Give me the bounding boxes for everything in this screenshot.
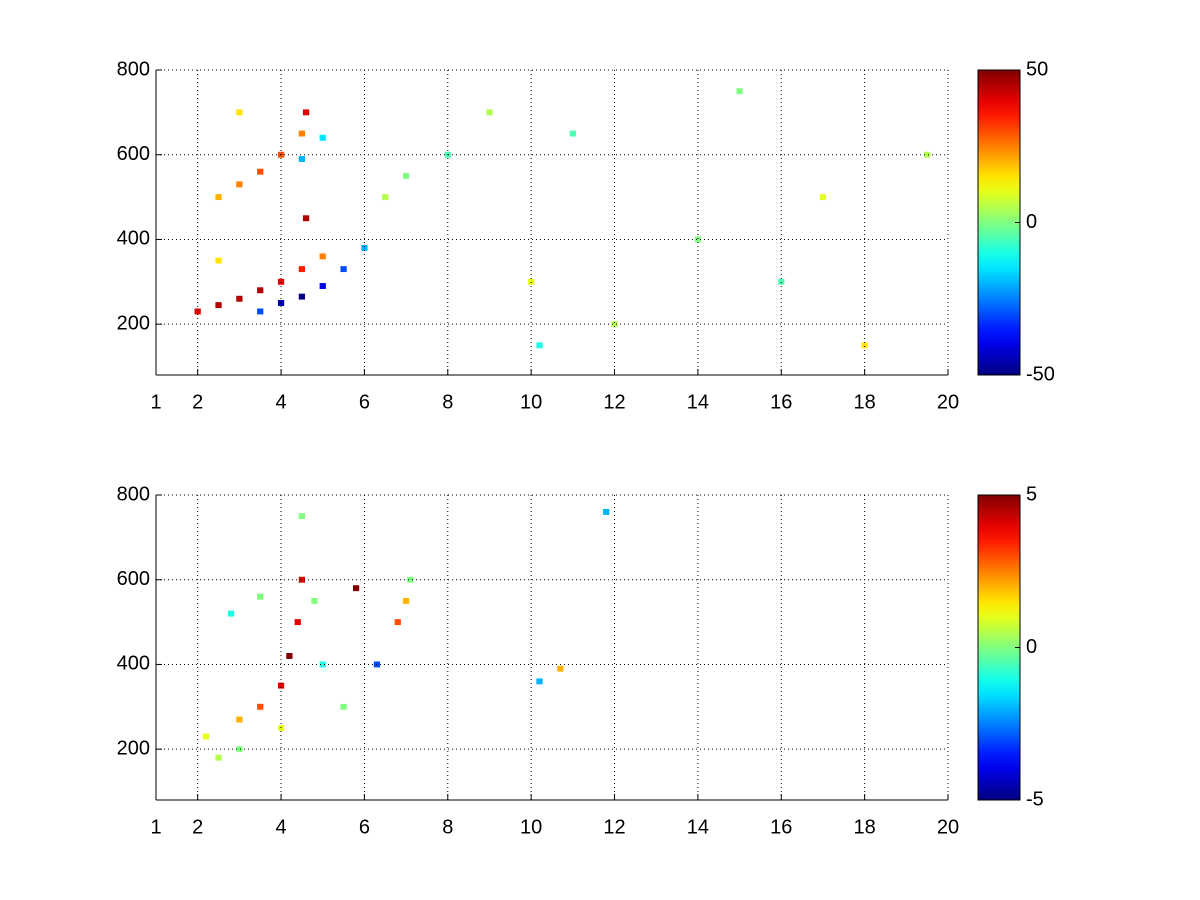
x-tick-label: 4 xyxy=(275,391,286,413)
heat-cell xyxy=(302,215,310,222)
x-tick-label: 20 xyxy=(937,391,959,413)
heat-cell xyxy=(319,283,326,290)
heat-cell xyxy=(319,134,326,141)
x-tick-label: 10 xyxy=(520,391,542,413)
heat-cell xyxy=(236,746,243,753)
heat-cell xyxy=(819,194,827,201)
x-tick-label: 8 xyxy=(442,391,453,413)
heat-cell xyxy=(257,287,264,294)
y-tick-label: 200 xyxy=(117,312,150,334)
y-tick-label: 200 xyxy=(117,737,150,759)
colorbar-tick-label: 5 xyxy=(1026,483,1037,505)
x-tick-label: 10 xyxy=(520,816,542,838)
colorbar xyxy=(977,494,1021,801)
heat-cell xyxy=(924,151,931,158)
heat-cell xyxy=(257,593,264,600)
y-tick-label: 400 xyxy=(117,653,150,675)
x-tick-label: 6 xyxy=(359,391,370,413)
heat-cell xyxy=(236,109,243,116)
x-tick-label: 16 xyxy=(770,816,792,838)
colorbar-tick-label: -50 xyxy=(1026,363,1055,385)
heat-cell xyxy=(227,610,235,617)
heat-cell xyxy=(611,321,618,328)
heat-cell xyxy=(257,168,264,175)
heat-cell xyxy=(236,716,243,723)
heat-cell xyxy=(236,181,243,188)
heat-cell xyxy=(298,266,306,273)
heat-cell xyxy=(557,665,564,672)
y-tick-label: 400 xyxy=(117,228,150,250)
x-tick-label: 18 xyxy=(854,391,876,413)
y-tick-label: 800 xyxy=(117,58,150,80)
heat-cell xyxy=(394,619,401,626)
heat-cell xyxy=(569,130,576,137)
heat-cell xyxy=(402,172,410,179)
heat-cell xyxy=(302,109,310,116)
heat-cell xyxy=(603,508,610,515)
heat-cell xyxy=(215,302,222,309)
heat-cell xyxy=(319,253,326,260)
x-tick-label: 16 xyxy=(770,391,792,413)
heat-cell xyxy=(202,733,210,740)
heat-cell xyxy=(340,703,347,710)
x-tick-label: 1 xyxy=(150,391,161,413)
heat-cell xyxy=(298,293,306,300)
colorbar-tick-label: 0 xyxy=(1026,211,1037,233)
heat-cell xyxy=(778,278,785,285)
heat-cell xyxy=(298,155,306,162)
x-tick-label: 1 xyxy=(150,816,161,838)
heat-cell xyxy=(277,278,285,285)
heat-cell xyxy=(861,342,868,349)
heat-cell xyxy=(402,597,410,604)
heat-cell xyxy=(215,754,222,761)
heat-cell xyxy=(536,678,543,685)
heat-cell xyxy=(340,266,347,273)
x-tick-label: 14 xyxy=(687,816,709,838)
heat-cell xyxy=(277,682,285,689)
heat-cell xyxy=(257,703,264,710)
x-tick-label: 18 xyxy=(854,816,876,838)
x-tick-label: 6 xyxy=(359,816,370,838)
heat-cell xyxy=(298,130,306,137)
heat-cell xyxy=(352,585,360,592)
y-tick-label: 600 xyxy=(117,568,150,590)
heat-cell xyxy=(215,257,222,264)
colorbar-tick-label: 50 xyxy=(1026,58,1048,80)
heat-cell xyxy=(694,236,702,243)
x-tick-label: 12 xyxy=(603,816,625,838)
x-tick-label: 20 xyxy=(937,816,959,838)
y-tick-label: 600 xyxy=(117,143,150,165)
heat-cell xyxy=(311,597,318,604)
heat-cell xyxy=(194,308,201,315)
x-tick-label: 14 xyxy=(687,391,709,413)
colorbar-tick-label: 0 xyxy=(1026,636,1037,658)
heat-cell xyxy=(528,278,535,285)
y-tick-label: 800 xyxy=(117,483,150,505)
x-tick-label: 2 xyxy=(192,391,203,413)
x-tick-label: 4 xyxy=(275,816,286,838)
heat-cell xyxy=(736,88,743,95)
colorbar xyxy=(977,69,1021,376)
colorbar-tick-label: -5 xyxy=(1026,788,1044,810)
x-tick-label: 8 xyxy=(442,816,453,838)
heat-cell xyxy=(298,576,306,583)
x-tick-label: 12 xyxy=(603,391,625,413)
heat-cell xyxy=(298,513,306,520)
heat-cell xyxy=(407,576,414,583)
heat-cell xyxy=(294,619,301,626)
heat-cell xyxy=(382,194,389,201)
x-tick-label: 2 xyxy=(192,816,203,838)
heat-cell xyxy=(536,342,543,349)
heat-cell xyxy=(215,194,222,201)
heat-cell xyxy=(319,661,326,668)
heat-cell xyxy=(236,295,243,302)
heat-cell xyxy=(361,244,368,251)
heat-cell xyxy=(286,653,293,659)
heat-cell xyxy=(486,109,493,116)
heat-cell xyxy=(257,308,264,315)
